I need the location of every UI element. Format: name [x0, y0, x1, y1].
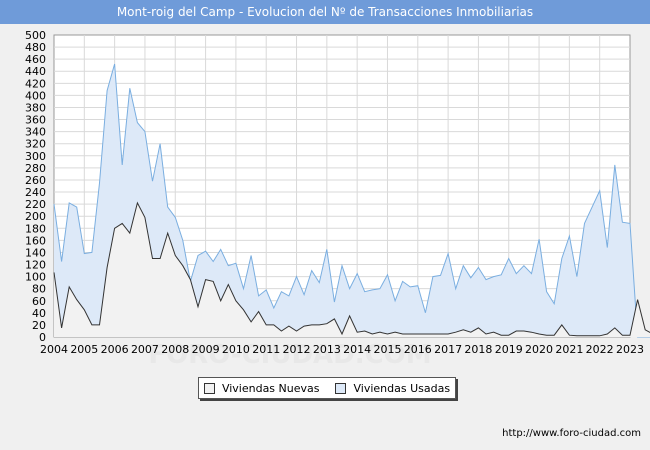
- x-tick-label: 2007: [131, 343, 159, 356]
- x-tick-label: 2021: [555, 343, 583, 356]
- legend: Viviendas Nuevas Viviendas Usadas: [198, 377, 456, 399]
- series-viviendas-nuevas: [53, 201, 650, 337]
- x-axis-ticks: 2004 2005 2006 2007 2008 2009 2010 2011 2012 2013…: [40, 343, 644, 356]
- y-tick-label: 0: [39, 331, 46, 344]
- x-tick-label: 2016: [404, 343, 432, 356]
- y-tick-label: 80: [32, 283, 46, 296]
- y-tick-label: 180: [25, 222, 46, 235]
- y-tick-label: 440: [25, 65, 46, 78]
- y-tick-label: 380: [25, 101, 46, 114]
- x-tick-label: 2005: [70, 343, 98, 356]
- chart-title: Mont-roig del Camp - Evolucion del Nº de…: [0, 0, 650, 24]
- y-tick-label: 140: [25, 246, 46, 259]
- legend-label-usadas: Viviendas Usadas: [353, 381, 451, 395]
- y-tick-label: 460: [25, 53, 46, 66]
- y-tick-label: 340: [25, 126, 46, 139]
- x-tick-label: 2019: [495, 343, 523, 356]
- legend-swatch-usadas: [335, 382, 347, 394]
- usadas-area: [54, 64, 650, 337]
- legend-swatch-nuevas: [203, 382, 215, 394]
- y-tick-label: 420: [25, 77, 46, 90]
- x-tick-label: 2020: [525, 343, 553, 356]
- y-tick-label: 400: [25, 89, 46, 102]
- x-tick-label: 2009: [192, 343, 220, 356]
- y-tick-label: 320: [25, 138, 46, 151]
- x-tick-label: 2018: [464, 343, 492, 356]
- x-tick-label: 2010: [222, 343, 250, 356]
- usadas-line: [53, 63, 650, 338]
- y-tick-label: 20: [32, 319, 46, 332]
- x-tick-label: 2008: [161, 343, 189, 356]
- x-tick-label: 2014: [343, 343, 371, 356]
- y-tick-label: 260: [25, 174, 46, 187]
- y-tick-label: 220: [25, 198, 46, 211]
- y-axis-ticks: 0204060801001201401601802002202402602803…: [25, 29, 46, 344]
- legend-item-nuevas: Viviendas Nuevas: [203, 381, 320, 395]
- y-tick-label: 120: [25, 259, 46, 272]
- legend-label-nuevas: Viviendas Nuevas: [221, 381, 320, 395]
- y-tick-label: 240: [25, 186, 46, 199]
- x-tick-label: 2015: [373, 343, 401, 356]
- legend-item-usadas: Viviendas Usadas: [335, 382, 450, 395]
- x-tick-label: 2013: [313, 343, 341, 356]
- x-tick-label: 2004: [40, 343, 68, 356]
- x-tick-label: 2012: [283, 343, 311, 356]
- x-tick-label: 2022: [586, 343, 614, 356]
- series-viviendas-usadas: [53, 63, 650, 338]
- x-tick-label: 2011: [252, 343, 280, 356]
- y-tick-label: 500: [25, 29, 46, 42]
- y-tick-label: 300: [25, 150, 46, 163]
- nuevas-line: [53, 201, 650, 337]
- watermark: FORO-CIUDAD.COM: [148, 340, 431, 370]
- y-tick-label: 160: [25, 234, 46, 247]
- y-tick-label: 40: [32, 307, 46, 320]
- nuevas-area: [54, 202, 650, 337]
- y-tick-label: 480: [25, 41, 46, 54]
- x-tick-label: 2023: [616, 343, 644, 356]
- y-tick-label: 360: [25, 114, 46, 127]
- x-tick-label: 2017: [434, 343, 462, 356]
- y-tick-label: 60: [32, 295, 46, 308]
- y-tick-label: 100: [25, 271, 46, 284]
- x-tick-label: 2006: [101, 343, 129, 356]
- y-tick-label: 280: [25, 162, 46, 175]
- y-tick-label: 200: [25, 210, 46, 223]
- source-url: http://www.foro-ciudad.com: [502, 428, 641, 439]
